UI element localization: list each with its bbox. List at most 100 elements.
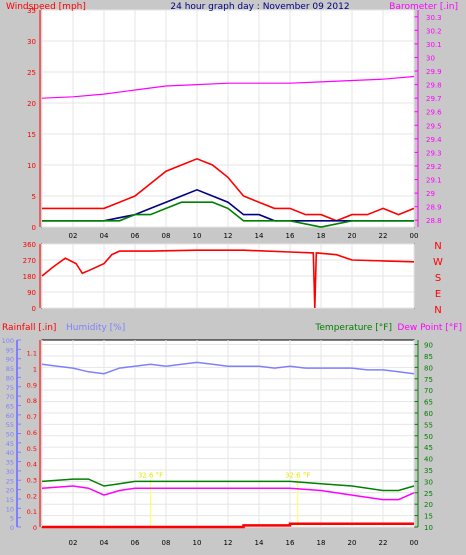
direction-tick-label: 360 bbox=[23, 241, 36, 249]
x-tick-label-bottom: 18 bbox=[317, 539, 326, 547]
humidity-tick-label: 50 bbox=[6, 431, 14, 439]
temp-tick-label: 85 bbox=[424, 353, 433, 361]
baro-tick-label: 29.4 bbox=[426, 136, 442, 144]
rain-tick-label: 1 bbox=[33, 366, 37, 374]
humidity-tick-label: 30 bbox=[6, 468, 14, 476]
x-tick-label-bottom: 10 bbox=[193, 539, 202, 547]
wind-series-line-0 bbox=[41, 75, 415, 99]
temp-tick-label: 15 bbox=[424, 513, 433, 521]
compass-label: S bbox=[435, 273, 441, 284]
x-tick-label: 12 bbox=[224, 232, 233, 240]
dewpoint-axis-title: Dew Point [°F] bbox=[397, 323, 462, 333]
compass-label: N bbox=[434, 305, 441, 316]
rain-tick-label: 0.5 bbox=[27, 445, 37, 453]
climate-series-line-0 bbox=[41, 361, 415, 375]
baro-axis-title: Barometer [.in] bbox=[389, 2, 458, 12]
temp-tick-label: 45 bbox=[424, 444, 433, 452]
baro-tick-label: 29.6 bbox=[426, 109, 442, 117]
humidity-tick-label: 80 bbox=[6, 374, 14, 382]
temp-tick-label: 70 bbox=[424, 387, 433, 395]
freeze-marker-label: 32.6 °F bbox=[138, 471, 163, 479]
temp-tick-label: 25 bbox=[424, 490, 433, 498]
direction-tick-label: 0 bbox=[32, 305, 36, 313]
x-tick-label: 00 bbox=[410, 232, 419, 240]
x-tick-label-bottom: 20 bbox=[348, 539, 357, 547]
rain-tick-label: 1.1 bbox=[27, 350, 37, 358]
humidity-tick-label: 35 bbox=[6, 459, 14, 467]
humidity-tick-label: 10 bbox=[6, 505, 14, 513]
x-tick-label: 10 bbox=[193, 232, 202, 240]
humidity-tick-label: 60 bbox=[6, 412, 14, 420]
baro-tick-label: 29.9 bbox=[426, 68, 442, 76]
baro-tick-label: 29.5 bbox=[426, 122, 442, 130]
baro-tick-label: 29.7 bbox=[426, 95, 442, 103]
baro-tick-label: 28.9 bbox=[426, 204, 442, 212]
x-tick-label: 04 bbox=[100, 232, 109, 240]
x-tick-label: 18 bbox=[317, 232, 326, 240]
baro-tick-label: 29.8 bbox=[426, 82, 442, 90]
temp-tick-label: 75 bbox=[424, 376, 433, 384]
baro-tick-label: 28.8 bbox=[426, 217, 442, 225]
humidity-tick-label: 90 bbox=[6, 356, 14, 364]
rain-tick-label: 0.6 bbox=[27, 429, 37, 437]
humidity-tick-label: 0 bbox=[10, 524, 14, 532]
humidity-tick-label: 55 bbox=[6, 421, 14, 429]
temp-tick-label: 90 bbox=[424, 342, 433, 350]
rain-tick-label: 0.2 bbox=[27, 492, 37, 500]
x-tick-label: 20 bbox=[348, 232, 357, 240]
wind-series-line-1 bbox=[42, 157, 415, 222]
wind-tick-label: 0 bbox=[32, 224, 36, 232]
climate-series-line-1 bbox=[41, 478, 415, 492]
x-tick-label-bottom: 00 bbox=[410, 539, 419, 547]
rain-tick-label: 0.4 bbox=[27, 461, 37, 469]
wind-tick-label: 15 bbox=[27, 131, 36, 139]
x-tick-label: 08 bbox=[162, 232, 171, 240]
humidity-tick-label: 5 bbox=[10, 515, 14, 523]
humidity-tick-label: 70 bbox=[6, 393, 14, 401]
climate-series-line-3 bbox=[42, 522, 414, 529]
x-tick-label-bottom: 06 bbox=[131, 539, 140, 547]
humidity-tick-label: 45 bbox=[6, 440, 14, 448]
rain-tick-label: 0.7 bbox=[27, 413, 37, 421]
compass-label: W bbox=[433, 257, 443, 268]
baro-tick-label: 29 bbox=[426, 190, 435, 198]
direction-tick-label: 180 bbox=[23, 273, 36, 281]
rain-tick-label: 0.9 bbox=[27, 381, 37, 389]
wind-series-line-3 bbox=[42, 201, 414, 228]
x-tick-label-bottom: 22 bbox=[379, 539, 388, 547]
temp-tick-label: 80 bbox=[424, 364, 433, 372]
temp-tick-label: 20 bbox=[424, 501, 433, 509]
temp-tick-label: 55 bbox=[424, 421, 433, 429]
humidity-tick-label: 40 bbox=[6, 449, 14, 457]
temp-axis-title: Temperature [°F] bbox=[314, 323, 392, 333]
wind-tick-label: 20 bbox=[27, 100, 36, 108]
rain-tick-label: 0.3 bbox=[27, 476, 37, 484]
humidity-tick-label: 100 bbox=[2, 337, 14, 345]
x-tick-label-bottom: 04 bbox=[100, 539, 109, 547]
x-tick-label: 06 bbox=[131, 232, 140, 240]
temp-tick-label: 50 bbox=[424, 433, 433, 441]
x-tick-label-bottom: 08 bbox=[162, 539, 171, 547]
wind-series-line-2 bbox=[42, 188, 414, 222]
baro-tick-label: 29.1 bbox=[426, 177, 442, 185]
baro-tick-label: 30 bbox=[426, 54, 435, 62]
wind-tick-label: 25 bbox=[27, 69, 36, 77]
rain-tick-label: 0.8 bbox=[27, 397, 37, 405]
humidity-tick-label: 15 bbox=[6, 496, 14, 504]
x-tick-label-bottom: 02 bbox=[69, 539, 78, 547]
humidity-tick-label: 95 bbox=[6, 346, 14, 354]
baro-tick-label: 29.2 bbox=[426, 163, 442, 171]
x-tick-label-bottom: 12 bbox=[224, 539, 233, 547]
temp-tick-label: 10 bbox=[424, 524, 433, 532]
rain-tick-label: 0.1 bbox=[27, 508, 37, 516]
x-tick-label-bottom: 14 bbox=[255, 539, 264, 547]
x-tick-label: 02 bbox=[69, 232, 78, 240]
baro-tick-label: 30.1 bbox=[426, 41, 442, 49]
baro-tick-label: 29.3 bbox=[426, 149, 442, 157]
temp-tick-label: 35 bbox=[424, 467, 433, 475]
x-tick-label: 14 bbox=[255, 232, 264, 240]
x-tick-label-bottom: 16 bbox=[286, 539, 295, 547]
humidity-tick-label: 85 bbox=[6, 365, 14, 373]
humidity-tick-label: 20 bbox=[6, 487, 14, 495]
